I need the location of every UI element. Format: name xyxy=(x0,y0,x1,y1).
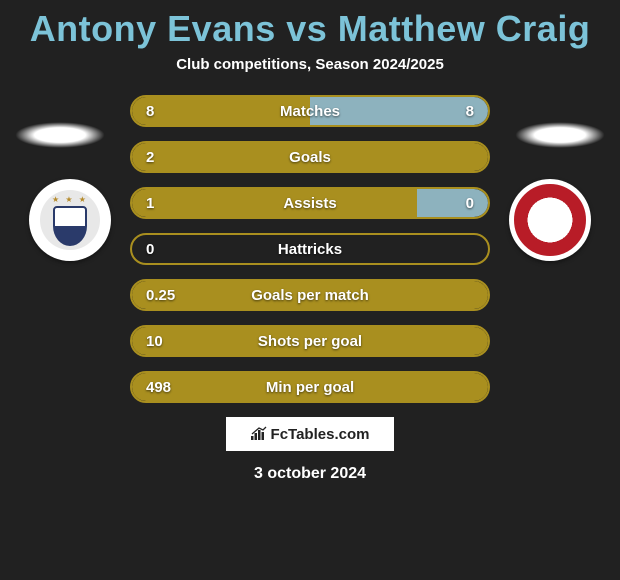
stat-value-left: 8 xyxy=(146,97,154,125)
stat-row: 498Min per goal xyxy=(130,371,490,403)
stat-row: 10Shots per goal xyxy=(130,325,490,357)
brand-text: FcTables.com xyxy=(271,426,370,443)
stat-bar-left-fill xyxy=(132,281,488,309)
stat-bar-left-fill xyxy=(132,189,417,217)
left-club-crest: ★ ★ ★ xyxy=(29,179,111,261)
brand-box: FcTables.com xyxy=(226,417,394,451)
stat-row: 0.25Goals per match xyxy=(130,279,490,311)
stat-value-left: 498 xyxy=(146,373,171,401)
stat-row: 0Hattricks xyxy=(130,233,490,265)
stats-container: 88Matches2Goals10Assists0Hattricks0.25Go… xyxy=(130,95,490,403)
stat-row: 88Matches xyxy=(130,95,490,127)
stat-bar-left-fill xyxy=(132,143,488,171)
stat-label: Hattricks xyxy=(132,235,488,263)
crest-stars-icon: ★ ★ ★ xyxy=(52,195,88,204)
stat-value-left: 2 xyxy=(146,143,154,171)
stat-value-left: 0.25 xyxy=(146,281,175,309)
stat-value-left: 0 xyxy=(146,235,154,263)
stat-bar-left-fill xyxy=(132,327,488,355)
stat-bar-left-fill xyxy=(132,97,310,125)
right-club-crest xyxy=(509,179,591,261)
left-shadow-ellipse xyxy=(15,122,105,148)
brand-chart-icon xyxy=(251,426,267,443)
page-subtitle: Club competitions, Season 2024/2025 xyxy=(0,56,620,73)
stat-value-right: 8 xyxy=(466,97,474,125)
stat-value-left: 1 xyxy=(146,189,154,217)
huddersfield-crest-graphic: ★ ★ ★ xyxy=(40,190,100,250)
page-title: Antony Evans vs Matthew Craig xyxy=(0,0,620,50)
right-shadow-ellipse xyxy=(515,122,605,148)
stat-row: 10Assists xyxy=(130,187,490,219)
stat-bar-right-fill xyxy=(310,97,488,125)
stat-bar-left-fill xyxy=(132,373,488,401)
crest-shield-icon xyxy=(53,206,87,246)
stat-bar-right-fill xyxy=(417,189,488,217)
barnsley-crest-graphic xyxy=(514,184,586,256)
stat-value-left: 10 xyxy=(146,327,163,355)
stat-row: 2Goals xyxy=(130,141,490,173)
date-text: 3 october 2024 xyxy=(0,465,620,483)
stat-value-right: 0 xyxy=(466,189,474,217)
